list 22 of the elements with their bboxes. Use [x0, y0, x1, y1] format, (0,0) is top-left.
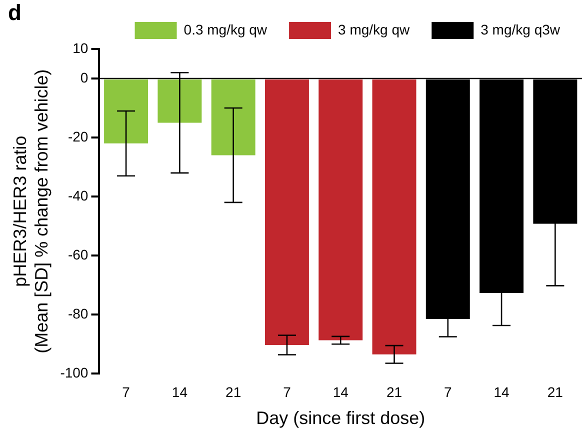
y-tick-label: 0 [80, 69, 88, 86]
x-tick-label: 14 [172, 384, 188, 400]
x-tick-label: 7 [444, 384, 452, 400]
x-axis-title: Day (since first dose) [256, 408, 426, 428]
x-tick-label: 21 [547, 384, 564, 400]
y-axis-title: pHER3/HER3 ratio (Mean [SD] % change from vehicle) [10, 69, 52, 354]
y-tick-label: 10 [72, 40, 88, 56]
x-tick-label: 21 [386, 384, 402, 400]
x-tick-label: 21 [226, 384, 242, 400]
y-tick-label: -80 [68, 305, 88, 322]
text: d [8, 0, 22, 26]
y-tick-label: -20 [68, 128, 88, 144]
legend-label: 0.3 mg/kg qw [184, 21, 268, 38]
legend-label: 3 mg/kg q3w [480, 21, 561, 38]
y-tick-label: -40 [68, 187, 88, 204]
x-tick-label: 14 [332, 384, 349, 400]
y-tick-label: -100 [60, 364, 88, 380]
legend-label: 3 mg/kg qw [338, 21, 411, 38]
y-tick-label: -60 [68, 246, 88, 262]
x-tick-label: 7 [122, 384, 130, 400]
x-tick-label: 14 [494, 384, 510, 400]
x-tick-label: 7 [283, 384, 292, 400]
